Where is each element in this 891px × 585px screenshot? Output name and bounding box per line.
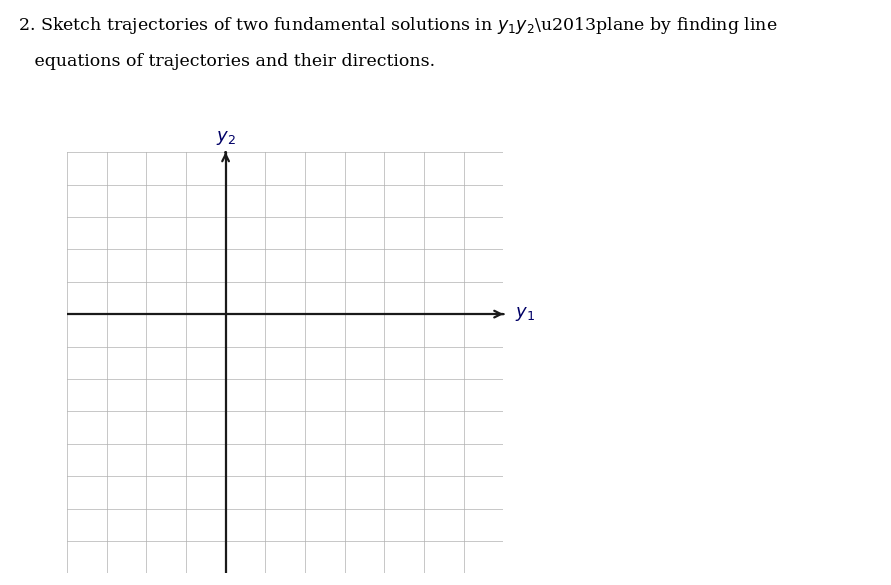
Text: 2. Sketch trajectories of two fundamental solutions in $y_1y_2$\u2013plane by fi: 2. Sketch trajectories of two fundamenta…: [18, 15, 777, 36]
Text: $y_2$: $y_2$: [216, 129, 235, 147]
Text: equations of trajectories and their directions.: equations of trajectories and their dire…: [18, 53, 435, 70]
Text: $y_1$: $y_1$: [515, 305, 535, 323]
